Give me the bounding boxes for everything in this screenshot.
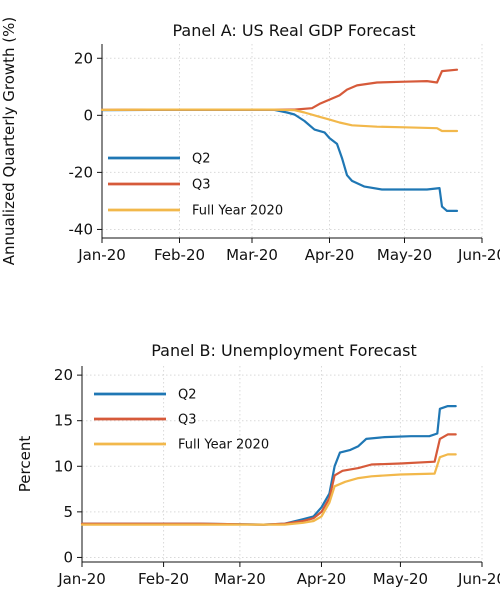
y-axis-title: Annualized Quarterly Growth (%) <box>0 17 18 265</box>
panel-a-gdp-chart: -40 -20 0 20 Jan-20 Feb-20 Mar-20 Apr-20 May-20 J… <box>0 17 500 265</box>
series-line-q3 <box>100 68 459 111</box>
x-tick-label: Apr-20 <box>305 246 355 264</box>
x-tick-label: Feb-20 <box>154 246 205 264</box>
series-line-full-year-2020 <box>80 453 457 526</box>
legend-label: Full Year 2020 <box>192 204 283 219</box>
y-tick-label: 0 <box>63 548 73 566</box>
legend: Q2 Q3 Full Year 2020 <box>108 152 283 219</box>
y-tick-label: -20 <box>69 163 94 181</box>
y-tick-label: 0 <box>83 106 93 124</box>
x-tick-label: Jan-20 <box>57 570 106 588</box>
y-tick-label: -40 <box>69 220 94 238</box>
legend-label: Q3 <box>192 178 211 193</box>
x-tick-label: Feb-20 <box>138 570 189 588</box>
x-tick-label: Jun-20 <box>457 246 500 264</box>
y-tick-label: 10 <box>54 457 73 475</box>
x-tick-label: May-20 <box>373 570 428 588</box>
legend-label: Full Year 2020 <box>178 438 269 453</box>
series-line-full-year-2020 <box>100 108 459 133</box>
y-axis-title: Percent <box>16 436 34 493</box>
y-tick-label: 15 <box>54 412 73 430</box>
series-line-q2 <box>80 405 457 526</box>
legend: Q2 Q3 Full Year 2020 <box>94 388 269 453</box>
x-tick-label: Apr-20 <box>297 570 347 588</box>
y-tick-label: 20 <box>54 366 73 384</box>
x-tick-label: Jun-20 <box>457 570 500 588</box>
x-tick-label: May-20 <box>377 246 432 264</box>
panel-b-unemployment-chart: 0 5 10 15 20 Jan-20 Feb-20 Mar-20 Apr-20 May-20 Ju… <box>16 341 500 588</box>
legend-label: Q3 <box>178 413 197 428</box>
x-tick-label: Mar-20 <box>214 570 266 588</box>
panel-title: Panel B: Unemployment Forecast <box>151 341 416 360</box>
y-tick-label: 20 <box>74 49 93 67</box>
panel-title: Panel A: US Real GDP Forecast <box>172 21 415 40</box>
legend-label: Q2 <box>192 152 211 167</box>
x-tick-label: Jan-20 <box>77 246 126 264</box>
series-line-q2 <box>100 108 459 212</box>
y-tick-label: 5 <box>63 503 73 521</box>
legend-label: Q2 <box>178 388 197 403</box>
x-tick-label: Mar-20 <box>226 246 278 264</box>
